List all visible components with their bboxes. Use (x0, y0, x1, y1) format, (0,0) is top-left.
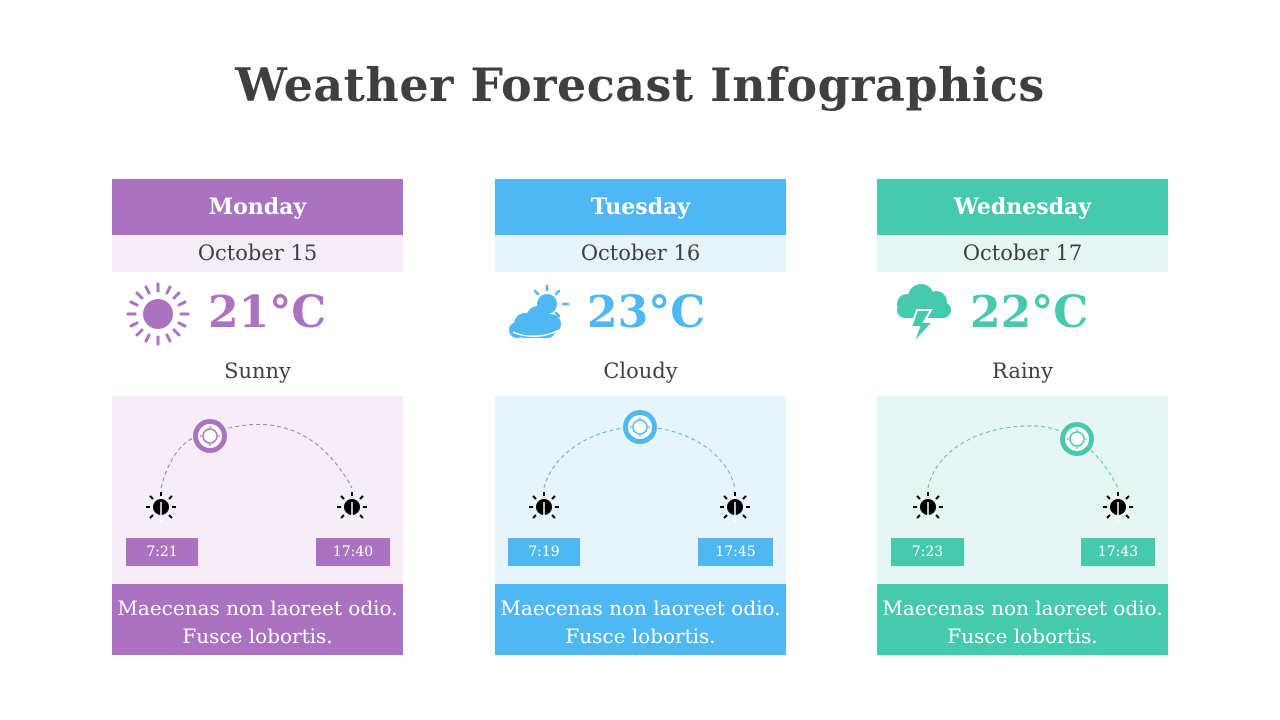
page-title: Weather Forecast Infographics (235, 58, 1045, 112)
sun-icon (126, 282, 190, 346)
thunderstorm-icon (897, 284, 951, 345)
day-card-tuesday: Tuesday October 16 23°C Cloudy (495, 179, 786, 655)
day-date: October 15 (112, 235, 403, 272)
sunset-time: 17:40 (316, 538, 390, 566)
sunrise-time: 7:23 (891, 538, 964, 566)
sun-position-icon (1060, 422, 1094, 456)
day-header: Tuesday (495, 179, 786, 235)
sun-path-panel: 7:21 17:40 (112, 396, 403, 584)
condition-label: Cloudy (603, 359, 678, 383)
day-card-wednesday: Wednesday October 17 22°C Rainy (877, 179, 1168, 655)
condition-label: Rainy (992, 359, 1053, 383)
day-header: Wednesday (877, 179, 1168, 235)
sunrise-icon (913, 492, 943, 522)
day-card-monday: Monday October 15 21°C Sunny (112, 179, 403, 655)
day-date: October 17 (877, 235, 1168, 272)
description: Maecenas non laoreet odio. Fusce loborti… (112, 584, 403, 655)
day-date: October 16 (495, 235, 786, 272)
sunset-icon (1103, 492, 1133, 522)
description: Maecenas non laoreet odio. Fusce loborti… (877, 584, 1168, 655)
sunset-icon (337, 492, 367, 522)
sun-position-icon (623, 410, 657, 444)
sunset-time: 17:43 (1081, 538, 1155, 566)
temperature: 22°C (970, 287, 1089, 338)
description: Maecenas non laoreet odio. Fusce loborti… (495, 584, 786, 655)
day-header: Monday (112, 179, 403, 235)
sun-path-panel: 7:19 17:45 (495, 396, 786, 584)
sunrise-time: 7:19 (508, 538, 580, 566)
sunrise-icon (146, 492, 176, 522)
sun-position-icon (193, 419, 227, 453)
sun-path-panel: 7:23 17:43 (877, 396, 1168, 584)
sunset-time: 17:45 (698, 538, 773, 566)
sunrise-time: 7:21 (126, 538, 198, 566)
sunset-icon (720, 492, 750, 522)
temperature: 21°C (208, 287, 327, 338)
condition-label: Sunny (224, 359, 291, 383)
partly-cloudy-icon (509, 284, 570, 338)
sunrise-icon (529, 492, 559, 522)
temperature: 23°C (587, 287, 706, 338)
